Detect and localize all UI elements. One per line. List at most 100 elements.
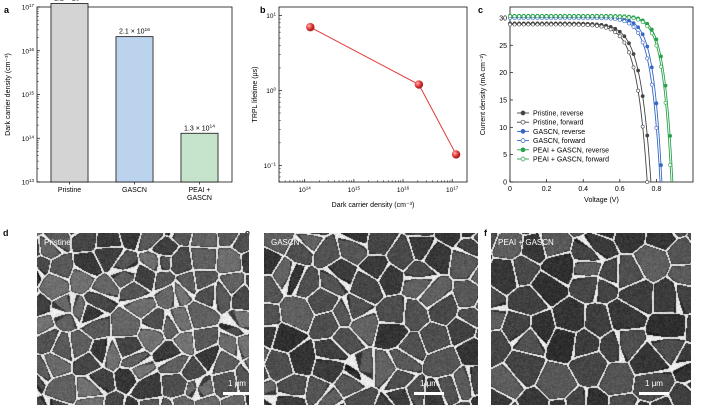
y-tick-label: 101 [266,12,276,20]
sem-label: GASCN [271,238,300,247]
jv-marker [631,16,636,21]
jv-marker [572,14,576,19]
x-tick-label: 0 [508,186,512,193]
trpl-line [310,26,457,155]
jv-marker [649,27,654,32]
x-axis-label: Dark carrier density (cm⁻³) [332,202,415,209]
jv-marker [636,25,641,30]
sem-image-pristine: Pristine 1 μm [37,233,249,405]
trpl-point-0 [306,22,315,32]
jv-marker [668,163,673,167]
x-tick-label: 1014 [299,186,312,194]
jv-marker [517,22,522,27]
bar-0 [50,3,89,183]
plot-frame [278,6,468,183]
jv-marker [622,15,627,19]
jv-marker [649,31,654,36]
y-tick-label: 30 [499,15,507,22]
legend-entry-3: GASCN, forward [533,138,585,145]
scale-bar-label: 1 μm [228,379,246,388]
jv-marker [640,94,645,99]
jv-marker [521,22,526,27]
legend-marker-5 [520,156,526,162]
jv-marker [645,44,650,49]
x-tick-label: GASCN [187,195,212,202]
sem-image-peai-gascn: PEAI + GASCN 1 μm [491,233,691,405]
jv-marker [608,14,613,19]
jv-marker [622,19,627,24]
y-tick-label: 100 [266,86,276,94]
jv-marker [631,52,636,56]
y-axis-label: Current density (mA cm⁻²) [480,54,487,136]
jv-marker [526,22,531,27]
y-tick-label: 25 [499,43,507,50]
jv-marker [645,24,650,29]
jv-marker [627,50,631,55]
jv-marker [649,82,654,87]
jv-marker [631,65,636,70]
jv-marker [668,133,673,138]
jv-marker [595,23,599,28]
y-tick-label: 1014 [22,134,35,142]
jv-marker [512,14,517,19]
jv-marker [622,34,627,39]
x-tick-label: GASCN [122,187,147,194]
jv-curve-chart: c 0 0.2 0.4 0.6 0.8 0 5 10 15 20 25 30 Voltage (V) Cu… [478,5,694,204]
x-tick-label: Pristine [58,187,81,194]
y-tick-label: 20 [499,70,507,77]
jv-marker [636,88,641,93]
jv-marker [613,14,618,19]
jv-marker [512,22,517,27]
jv-marker [659,54,663,59]
y-tick-label: 0 [503,180,507,187]
jv-marker [508,14,512,19]
x-tick-label: 0.8 [652,186,662,193]
jv-marker [540,14,544,19]
y-tick-label: 1017 [22,3,35,11]
legend-marker-4 [520,147,526,153]
bar-data-label: 2.1 × 1016 [119,27,150,36]
legend-entry-5: PEAI + GASCN, forward [533,157,609,164]
legend-entry-4: PEAI + GASCN, reverse [533,147,609,154]
jv-marker [563,14,567,19]
sem-texture [491,233,691,405]
y-tick-label: 10−1 [264,161,277,169]
jv-marker [558,22,563,27]
x-tick-label: PEAI + [189,187,211,194]
sem-image-gascn: GASCN 1 μm [264,233,478,405]
scale-bar-label: 1 μm [645,379,663,388]
jv-marker [645,56,650,61]
sem-texture [264,233,478,405]
dark-carrier-density-bar-chart: a 1013 1014 1015 1016 1017 Dark carrier densi… [4,0,233,202]
jv-marker [617,14,622,19]
legend-marker-0 [520,110,526,116]
bar-2 [180,132,219,183]
jv-marker [581,22,586,27]
jv-marker [640,124,645,129]
jv-marker [563,22,567,27]
x-tick-label: 1017 [446,186,459,194]
legend-entry-2: GASCN, reverse [533,129,585,136]
jv-marker [549,22,554,27]
sem-label: PEAI + GASCN [498,238,554,247]
jv-marker [654,37,659,42]
scale-bar-label: 1 μm [420,379,438,388]
jv-marker [576,22,581,27]
x-tick-label: 0.2 [542,186,552,193]
jv-marker [576,14,581,19]
jv-marker [572,22,576,27]
y-tick-label: 1016 [22,47,35,55]
jv-marker [617,18,622,22]
jv-marker [654,126,659,130]
jv-marker [535,14,540,19]
jv-marker [627,15,631,20]
jv-marker [585,23,590,27]
jv-marker [640,32,645,37]
plot-frame [509,6,694,183]
jv-marker [654,43,659,48]
bar-data-label: 1.3 × 1014 [184,124,215,133]
jv-marker [613,26,618,31]
jv-marker [645,180,650,184]
jv-marker [631,25,636,29]
legend-marker-1 [520,119,526,125]
